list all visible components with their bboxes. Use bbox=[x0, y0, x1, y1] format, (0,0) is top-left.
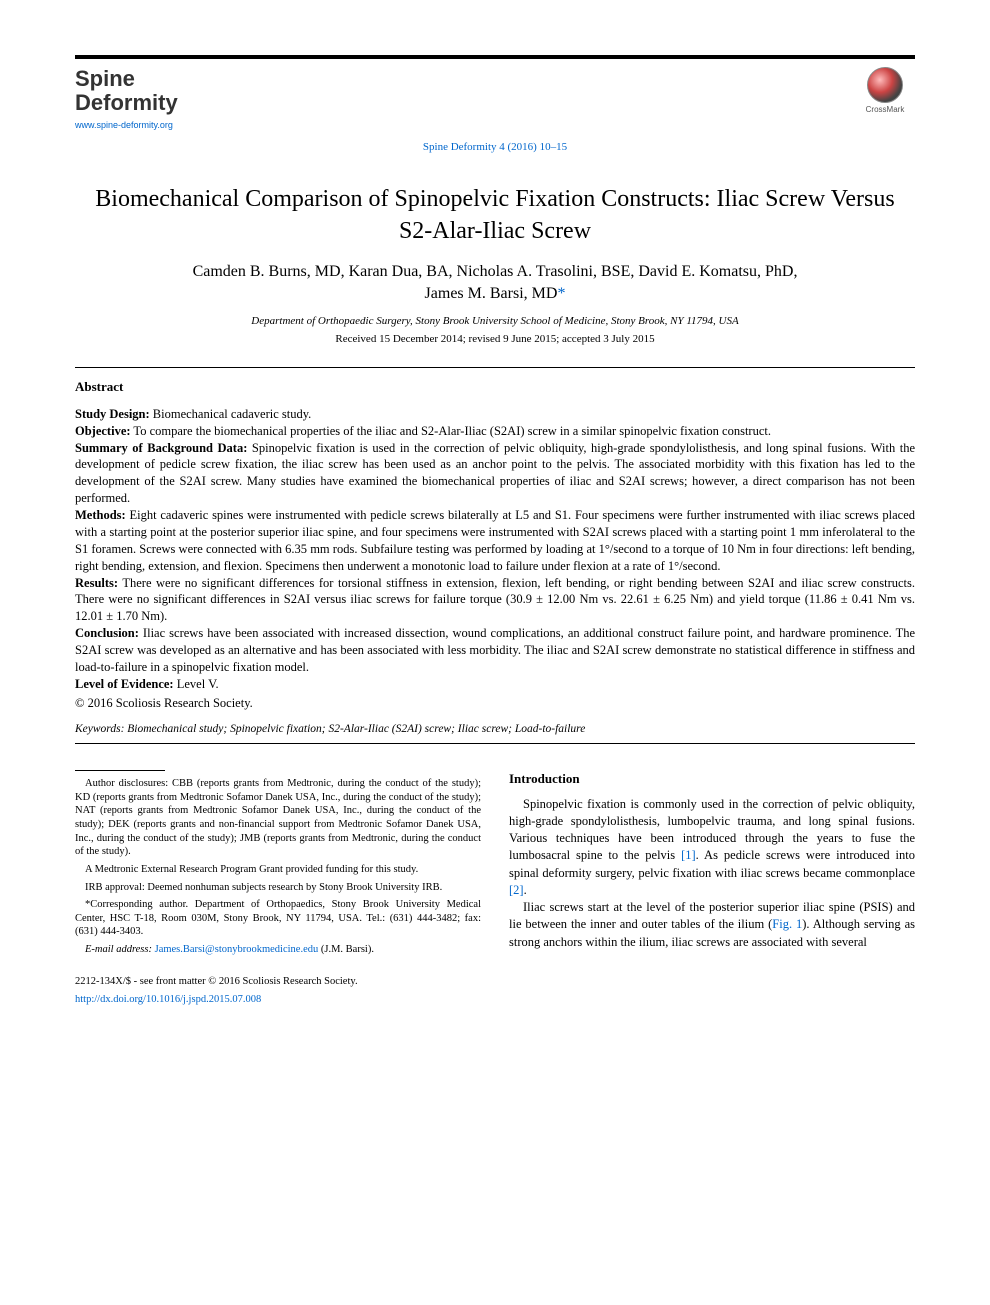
rule-bottom bbox=[75, 743, 915, 744]
loe-label: Level of Evidence: bbox=[75, 677, 174, 691]
study-design-label: Study Design: bbox=[75, 407, 150, 421]
methods-label: Methods: bbox=[75, 508, 126, 522]
abstract-body: Study Design: Biomechanical cadaveric st… bbox=[75, 406, 915, 712]
doi-link[interactable]: http://dx.doi.org/10.1016/j.jspd.2015.07… bbox=[75, 994, 261, 1005]
keywords: Keywords: Biomechanical study; Spinopelv… bbox=[75, 722, 915, 738]
introduction-heading: Introduction bbox=[509, 770, 915, 788]
footnote-funding: A Medtronic External Research Program Gr… bbox=[75, 863, 481, 877]
rule-top bbox=[75, 367, 915, 368]
header-row: Spine Deformity www.spine-deformity.org … bbox=[75, 55, 915, 132]
left-column: Author disclosures: CBB (reports grants … bbox=[75, 770, 481, 1007]
footnotes: Author disclosures: CBB (reports grants … bbox=[75, 777, 481, 957]
authors-line1: Camden B. Burns, MD, Karan Dua, BA, Nich… bbox=[193, 263, 798, 280]
crossmark-badge[interactable]: CrossMark bbox=[855, 67, 915, 116]
footnote-rule bbox=[75, 770, 165, 771]
corresponding-marker[interactable]: * bbox=[557, 285, 565, 302]
abstract-background: Summary of Background Data: Spinopelvic … bbox=[75, 440, 915, 508]
intro-paragraph-2: Iliac screws start at the level of the p… bbox=[509, 899, 915, 951]
affiliation: Department of Orthopaedic Surgery, Stony… bbox=[75, 314, 915, 329]
objective-text: To compare the biomechanical properties … bbox=[131, 424, 771, 438]
abstract-results: Results: There were no significant diffe… bbox=[75, 575, 915, 626]
ref-link-2[interactable]: [2] bbox=[509, 883, 524, 897]
authors-line2: James M. Barsi, MD bbox=[425, 285, 558, 302]
intro-paragraph-1: Spinopelvic fixation is commonly used in… bbox=[509, 796, 915, 900]
keywords-label: Keywords: bbox=[75, 723, 124, 735]
footnote-email: E-mail address: James.Barsi@stonybrookme… bbox=[75, 943, 481, 957]
journal-name-line2: Deformity bbox=[75, 91, 215, 115]
background-label: Summary of Background Data: bbox=[75, 441, 247, 455]
journal-name-line1: Spine bbox=[75, 67, 215, 91]
results-text: There were no significant differences fo… bbox=[75, 576, 915, 624]
page-container: Spine Deformity www.spine-deformity.org … bbox=[0, 0, 990, 1047]
footnote-irb: IRB approval: Deemed nonhuman subjects r… bbox=[75, 881, 481, 895]
ref-link-1[interactable]: [1] bbox=[681, 848, 696, 862]
authors: Camden B. Burns, MD, Karan Dua, BA, Nich… bbox=[75, 261, 915, 306]
fig-link-1[interactable]: Fig. 1 bbox=[772, 917, 802, 931]
conclusion-label: Conclusion: bbox=[75, 626, 139, 640]
abstract-study-design: Study Design: Biomechanical cadaveric st… bbox=[75, 406, 915, 423]
abstract-objective: Objective: To compare the biomechanical … bbox=[75, 423, 915, 440]
copyright-line: © 2016 Scoliosis Research Society. bbox=[75, 695, 915, 712]
crossmark-label: CrossMark bbox=[855, 105, 915, 116]
abstract-conclusion: Conclusion: Iliac screws have been assoc… bbox=[75, 625, 915, 676]
conclusion-text: Iliac screws have been associated with i… bbox=[75, 626, 915, 674]
citation-line: Spine Deformity 4 (2016) 10–15 bbox=[75, 140, 915, 155]
abstract-heading: Abstract bbox=[75, 378, 915, 396]
email-link[interactable]: James.Barsi@stonybrookmedicine.edu bbox=[155, 944, 319, 955]
objective-label: Objective: bbox=[75, 424, 131, 438]
journal-logo: Spine Deformity www.spine-deformity.org bbox=[75, 67, 215, 132]
email-suffix: (J.M. Barsi). bbox=[318, 944, 374, 955]
journal-url[interactable]: www.spine-deformity.org bbox=[75, 119, 215, 131]
footnote-disclosures: Author disclosures: CBB (reports grants … bbox=[75, 777, 481, 859]
study-design-text: Biomechanical cadaveric study. bbox=[150, 407, 312, 421]
introduction-body: Spinopelvic fixation is commonly used in… bbox=[509, 796, 915, 951]
methods-text: Eight cadaveric spines were instrumented… bbox=[75, 508, 915, 573]
lower-columns: Author disclosures: CBB (reports grants … bbox=[75, 770, 915, 1007]
abstract-loe: Level of Evidence: Level V. bbox=[75, 676, 915, 693]
footnote-corresponding: *Corresponding author. Department of Ort… bbox=[75, 898, 481, 939]
abstract-methods: Methods: Eight cadaveric spines were ins… bbox=[75, 507, 915, 575]
crossmark-icon bbox=[867, 67, 903, 103]
keywords-text: Biomechanical study; Spinopelvic fixatio… bbox=[124, 723, 585, 735]
issn-line: 2212-134X/$ - see front matter © 2016 Sc… bbox=[75, 975, 481, 989]
loe-text: Level V. bbox=[174, 677, 219, 691]
results-label: Results: bbox=[75, 576, 118, 590]
article-title: Biomechanical Comparison of Spinopelvic … bbox=[95, 184, 895, 246]
right-column: Introduction Spinopelvic fixation is com… bbox=[509, 770, 915, 1007]
email-label: E-mail address: bbox=[85, 944, 155, 955]
article-dates: Received 15 December 2014; revised 9 Jun… bbox=[75, 332, 915, 347]
intro-p1-c: . bbox=[524, 883, 527, 897]
